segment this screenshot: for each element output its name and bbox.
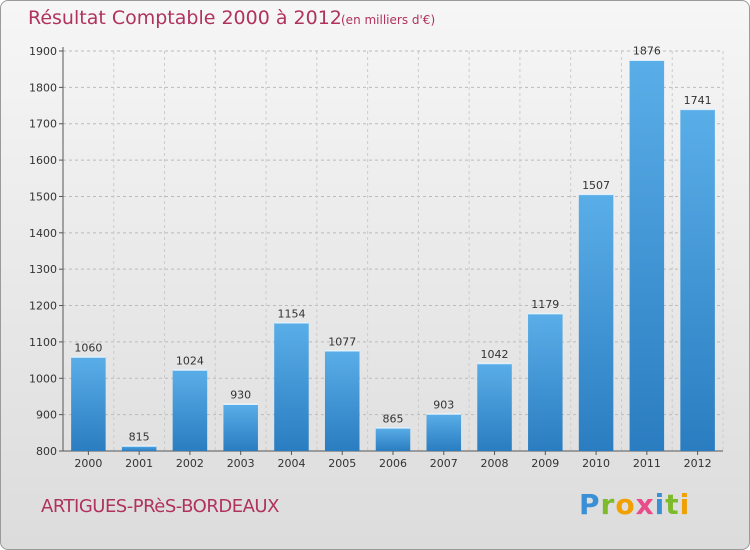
bar <box>324 350 360 451</box>
y-tick-label: 1900 <box>29 45 57 58</box>
bar <box>274 322 309 451</box>
x-tick-label: 2009 <box>531 457 559 470</box>
y-tick-label: 800 <box>36 445 57 458</box>
logo-letter: r <box>600 488 616 521</box>
y-tick-label: 900 <box>36 409 57 422</box>
commune-name: ARTIGUES-PRèS-BORDEAUX <box>41 496 279 517</box>
bar-value-label: 1042 <box>481 348 509 361</box>
chart-title: Résultat Comptable 2000 à 2012 <box>28 7 342 29</box>
y-tick-label: 1500 <box>29 190 57 203</box>
bar <box>71 356 106 451</box>
bar <box>629 59 665 452</box>
x-tick-label: 2006 <box>379 457 407 470</box>
bar-value-label: 903 <box>433 399 454 412</box>
bar-value-label: 1876 <box>633 45 661 58</box>
bar <box>223 403 258 451</box>
x-tick-label: 2011 <box>633 457 661 470</box>
x-tick-label: 2004 <box>277 457 305 470</box>
y-tick-label: 1000 <box>29 372 57 385</box>
x-tick-label: 2002 <box>176 457 204 470</box>
bar <box>528 313 563 451</box>
logo-letter: x <box>635 488 655 521</box>
bar <box>375 427 411 451</box>
y-tick-label: 1400 <box>29 227 57 240</box>
bar-value-label: 930 <box>230 389 251 402</box>
bar-value-label: 1741 <box>684 94 712 107</box>
y-tick-label: 1700 <box>29 118 57 131</box>
logo-letter: t <box>665 488 680 521</box>
y-tick-label: 1100 <box>29 336 57 349</box>
axes <box>59 47 723 455</box>
chart-subtitle: (en milliers d'€) <box>341 13 436 27</box>
proxiti-logo: Proxiti <box>579 488 690 521</box>
bar-value-label: 1077 <box>328 335 356 348</box>
bar-value-label: 815 <box>129 431 150 444</box>
x-tick-label: 2000 <box>74 457 102 470</box>
x-tick-label: 2007 <box>430 457 458 470</box>
bar <box>121 445 157 451</box>
y-tick-label: 1200 <box>29 300 57 313</box>
labels: 800 900 1000 1100 1200 1300 1400 1500 1600 1700 18… <box>29 45 712 470</box>
x-tick-label: 2005 <box>328 457 356 470</box>
bar-value-label: 1154 <box>277 307 305 320</box>
logo-letter: i <box>654 488 666 521</box>
y-tick-label: 1800 <box>29 81 57 94</box>
bar <box>680 108 715 452</box>
bar-value-label: 1060 <box>74 341 102 354</box>
bar-value-label: 865 <box>383 412 404 425</box>
logo-letter: P <box>579 488 601 521</box>
x-tick-label: 2001 <box>125 457 153 470</box>
x-tick-label: 2008 <box>481 457 509 470</box>
bar <box>172 369 208 451</box>
bar-value-label: 1024 <box>176 355 204 368</box>
grid-lines <box>62 50 724 452</box>
x-tick-label: 2003 <box>227 457 255 470</box>
y-tick-label: 1300 <box>29 263 57 276</box>
x-tick-label: 2012 <box>684 457 712 470</box>
bar-value-label: 1507 <box>582 179 610 192</box>
logo-letter: o <box>615 488 636 521</box>
bars <box>71 59 715 452</box>
bar <box>578 193 614 451</box>
x-tick-label: 2010 <box>582 457 610 470</box>
logo-letter: i <box>679 488 691 521</box>
bar <box>426 413 462 451</box>
bar <box>477 363 512 451</box>
bar-value-label: 1179 <box>531 298 559 311</box>
y-tick-label: 1600 <box>29 154 57 167</box>
